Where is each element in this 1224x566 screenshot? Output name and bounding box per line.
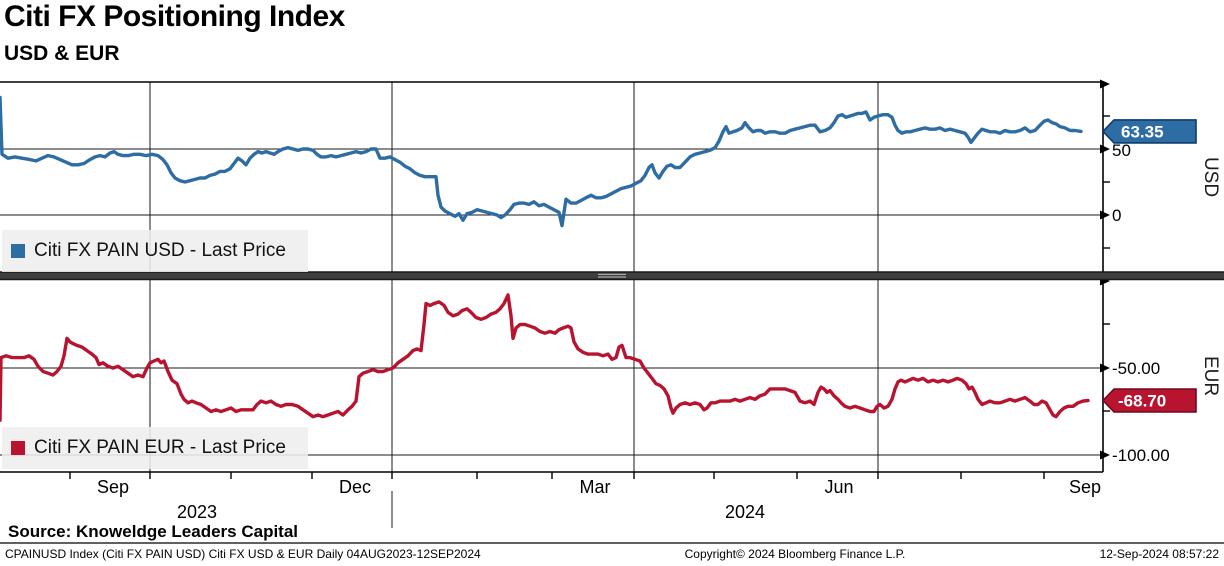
eur-series-path (0, 293, 1090, 422)
x-year-2023: 2023 (177, 502, 217, 522)
usd-price-tag-shape (1101, 119, 1197, 144)
x-axis-year-labels: 2023 2024 (177, 502, 765, 522)
x-label-dec-2023: Dec (339, 477, 371, 497)
x-axis-date-labels: Sep Dec Mar Jun Sep (97, 477, 1101, 497)
vertical-gridlines-bottom (149, 279, 879, 472)
usd-axis-unit-label: USD (1200, 157, 1221, 197)
usd-price-tag-value: 63.35 (1121, 122, 1164, 141)
x-label-jun-2024: Jun (824, 477, 853, 497)
usd-legend: Citi FX PAIN USD - Last Price (2, 230, 308, 272)
usd-ytick-50: 50 (1112, 141, 1131, 160)
page-subtitle: USD & EUR (4, 42, 120, 65)
usd-series-path (0, 95, 1083, 228)
page-title: Citi FX Positioning Index (4, 0, 345, 33)
separator-drag-handle-icon[interactable] (598, 273, 626, 278)
right-axis-minor-ticks (1103, 115, 1110, 412)
eur-axis-unit-label: EUR (1200, 356, 1221, 396)
eur-price-tag-value: -68.70 (1118, 392, 1166, 411)
eur-legend-label: Citi FX PAIN EUR - Last Price (34, 437, 286, 458)
footer-timestamp: 12-Sep-2024 08:57:22 (1099, 547, 1219, 561)
x-year-2024: 2024 (725, 502, 765, 522)
x-label-mar-2024: Mar (580, 477, 611, 497)
source-line: Source: Knoweldge Leaders Capital (8, 522, 299, 541)
eur-ytick--100: -100.00 (1112, 446, 1170, 465)
x-label-sep-2023: Sep (97, 477, 129, 497)
eur-legend: Citi FX PAIN EUR - Last Price (2, 427, 308, 469)
usd-legend-label: Citi FX PAIN USD - Last Price (34, 240, 286, 261)
eur-legend-swatch-icon (11, 441, 25, 455)
footer-copyright: Copyright© 2024 Bloomberg Finance L.P. (684, 547, 906, 561)
horizontal-gridlines (0, 148, 1103, 456)
usd-legend-swatch-icon (11, 244, 25, 258)
usd-ytick-0: 0 (1112, 206, 1121, 225)
x-label-sep-2024: Sep (1069, 477, 1101, 497)
right-axis-arrowheads (1100, 79, 1110, 460)
footer-ticker-info: CPAINUSD Index (Citi FX PAIN USD) Citi F… (5, 547, 481, 561)
panel-separator (0, 271, 1224, 281)
eur-ytick--50: -50.00 (1112, 359, 1160, 378)
eur-price-tag-shape (1101, 388, 1197, 413)
x-axis-month-ticks (69, 472, 1045, 479)
